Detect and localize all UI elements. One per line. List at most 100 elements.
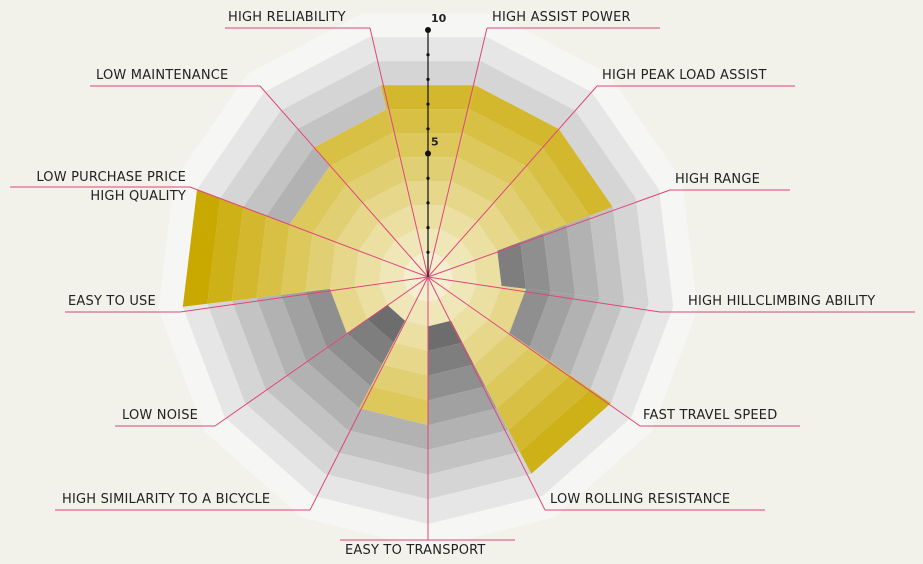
category-label: HIGH PEAK LOAD ASSIST <box>602 68 767 83</box>
axis-dot <box>426 127 430 131</box>
empty-band <box>265 375 348 452</box>
empty-band <box>575 92 659 199</box>
category-label: HIGH HILLCLIMBING ABILITY <box>688 294 876 309</box>
value-band <box>493 184 544 242</box>
axis-dot <box>426 53 430 57</box>
empty-band <box>559 110 636 207</box>
empty-band <box>549 294 600 376</box>
value-band <box>469 85 560 148</box>
tick-label: 5 <box>431 136 439 149</box>
leader-line <box>214 276 429 427</box>
outer-ring <box>362 13 494 38</box>
empty-band <box>566 215 600 298</box>
leader-line <box>369 27 429 278</box>
value-band <box>329 241 359 289</box>
value-band <box>428 277 453 292</box>
outer-ring <box>158 180 198 310</box>
value-band <box>463 109 543 167</box>
leader-line <box>427 27 488 278</box>
category-label: LOW MAINTENANCE <box>96 68 229 83</box>
value-band <box>448 279 478 306</box>
empty-band <box>428 473 543 524</box>
value-band <box>182 189 221 307</box>
value-band <box>335 203 379 251</box>
outer-ring <box>542 417 652 518</box>
value-band <box>460 221 498 260</box>
value-band <box>305 233 336 292</box>
value-band <box>404 258 428 277</box>
value-band <box>473 333 530 387</box>
empty-band <box>610 303 674 418</box>
category-label: LOW NOISE <box>122 408 199 423</box>
empty-band <box>497 241 527 289</box>
value-band <box>354 250 382 286</box>
empty-band <box>635 189 674 307</box>
empty-band <box>305 288 347 348</box>
value-band <box>411 253 428 277</box>
empty-band <box>428 430 520 475</box>
value-band <box>474 250 502 286</box>
value-band <box>403 277 428 292</box>
empty-band <box>280 291 327 362</box>
axis-dot <box>426 226 430 230</box>
category-label: EASY TO USE <box>68 294 156 309</box>
category-label: LOW PURCHASE PRICE HIGH QUALITY <box>36 170 186 204</box>
leader-line <box>259 85 429 278</box>
value-band <box>207 198 244 304</box>
empty-band <box>529 291 576 362</box>
value-band <box>451 259 478 283</box>
leader-line <box>427 276 641 427</box>
empty-band <box>612 198 649 304</box>
leader-line <box>427 85 598 278</box>
category-label: EASY TO TRANSPORT <box>345 543 486 558</box>
value-band <box>439 291 469 321</box>
value-band <box>354 282 388 320</box>
category-label: HIGH RELIABILITY <box>228 10 346 25</box>
empty-band <box>481 37 592 111</box>
empty-band <box>220 110 297 207</box>
empty-band <box>224 403 325 496</box>
value-band <box>488 285 527 334</box>
value-band <box>450 305 489 343</box>
empty-band <box>543 224 576 295</box>
leader-line <box>427 276 661 313</box>
value-band <box>359 386 428 426</box>
value-band <box>329 285 368 334</box>
value-band <box>346 157 405 204</box>
value-band <box>496 361 571 431</box>
value-band <box>256 215 290 298</box>
empty-band <box>324 451 428 500</box>
empty-band <box>280 61 381 130</box>
empty-band <box>570 297 625 390</box>
axis-dot <box>426 102 430 106</box>
value-band <box>313 109 393 167</box>
value-band <box>444 240 475 269</box>
value-band <box>231 206 267 301</box>
tick-label: 10 <box>431 12 447 25</box>
axis-dot <box>426 176 430 180</box>
empty-band <box>326 333 383 387</box>
axis-dot <box>426 201 430 205</box>
tick-mark <box>425 150 431 157</box>
empty-band <box>306 347 371 409</box>
value-band <box>477 203 521 251</box>
outer-ring <box>173 73 265 190</box>
empty-band <box>243 129 314 216</box>
value-band <box>378 279 408 306</box>
value-band <box>381 240 412 269</box>
empty-band <box>313 473 428 524</box>
outer-ring <box>631 306 698 432</box>
empty-band <box>296 85 387 148</box>
value-band <box>462 319 510 365</box>
leader-line <box>427 276 546 511</box>
empty-band <box>285 361 360 431</box>
value-band <box>378 259 405 283</box>
value-band <box>289 166 347 234</box>
leader-line <box>309 276 429 511</box>
value-band <box>526 147 590 225</box>
value-band <box>382 342 428 376</box>
value-band <box>428 258 452 277</box>
empty-band <box>266 147 330 225</box>
value-band <box>312 184 363 242</box>
